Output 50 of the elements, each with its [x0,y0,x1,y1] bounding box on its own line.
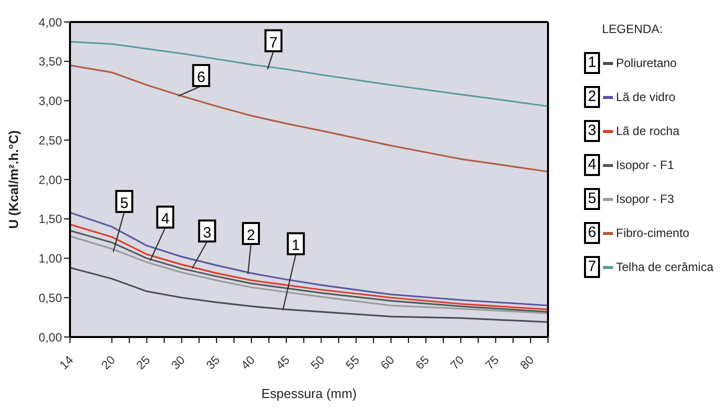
y-tick-label: 3,50 [38,54,62,69]
text: 2 [588,88,596,105]
y-tick-label: 2,50 [38,133,62,148]
x-tick-label: 14 [56,352,76,372]
legend-label: Fibro-cimento [616,226,690,240]
x-tick-label: 20 [98,352,118,372]
y-tick-label: 0,50 [38,290,62,305]
x-tick-label: 70 [448,352,468,372]
x-tick-label: 50 [308,352,328,372]
text: 7 [588,258,596,275]
text: 6 [588,224,596,241]
x-tick-label: 35 [203,352,223,372]
text: 5 [588,190,596,207]
y-tick-label: 1,50 [38,212,62,226]
x-tick-label: 65 [412,352,432,372]
line-series [70,212,548,306]
text: 3 [588,122,596,139]
x-tick-label: 45 [273,352,293,372]
legend-label: Isopor - F3 [616,192,674,206]
y-tick-label: 4,00 [38,15,62,30]
y-tick-label: 1,00 [38,252,62,266]
text: 4 [588,156,596,173]
annotation: 1 [292,237,300,254]
legend-label: Poliuretano [616,56,677,70]
x-tick-label: 40 [238,352,258,372]
x-tick-label: 30 [168,352,188,372]
legend-label: Lã de rocha [616,124,680,138]
x-tick-label: 75 [482,352,502,372]
x-tick-label: 80 [517,352,537,372]
annotation: 3 [202,224,212,242]
x-tick-label: 55 [342,352,362,372]
legend-label: Telha de cerâmica [616,260,714,274]
annotation: 5 [120,194,128,212]
x-axis-title: Espessura (mm) [261,386,357,401]
annotation: 6 [196,69,206,86]
y-tick-label: 2,00 [38,172,62,187]
y-tick-label: 0,00 [38,330,62,344]
y-axis-title: U (Kcal/m².h.°C) [6,130,21,229]
annotation: 2 [246,227,256,244]
legend-title: LEGENDA: [602,22,664,36]
legend-label: Isopor - F1 [616,158,674,172]
x-tick-label: 25 [134,352,154,372]
annotation: 7 [269,34,278,52]
line-series [70,64,548,172]
annotation: 4 [161,210,170,228]
y-tick-label: 3,00 [38,94,62,108]
line-series [70,266,548,323]
x-tick-label: 60 [378,352,398,372]
text: 1 [588,54,596,71]
legend-label: Lã de vidro [616,90,676,104]
